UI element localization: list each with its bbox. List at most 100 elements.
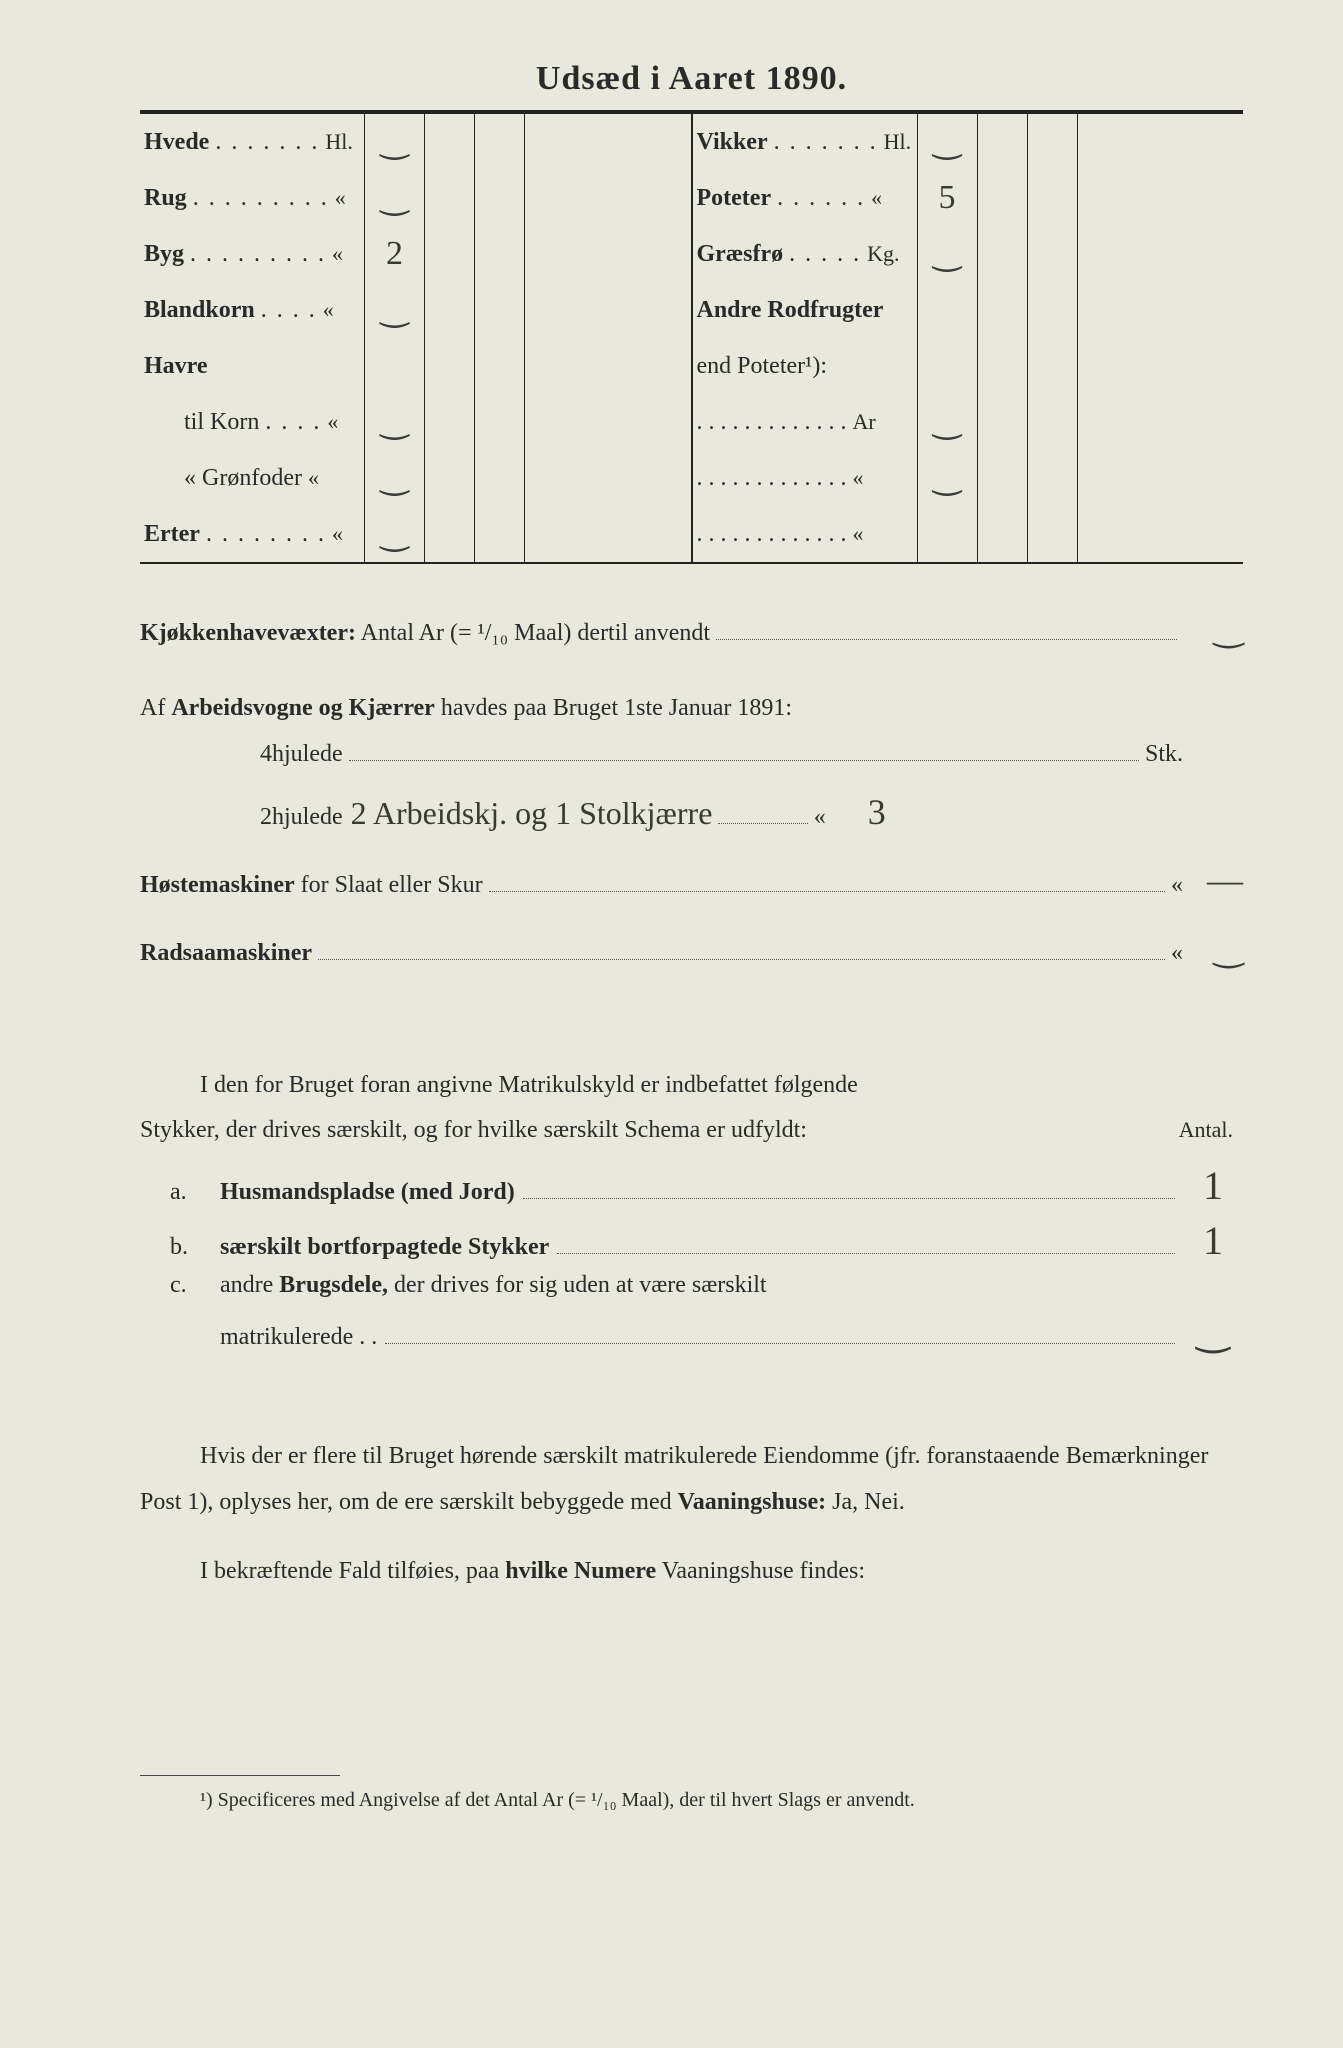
row2-handwritten: 2 Arbeidskj. og 1 Stolkjærre: [351, 783, 713, 844]
seed-cell: [977, 506, 1027, 562]
vaaning-p1: Hvis der er flere til Bruget hørende sær…: [140, 1434, 1243, 1525]
seed-cell: [917, 338, 977, 394]
wagons-section: Af Arbeidsvogne og Kjærrer havdes paa Br…: [140, 686, 1243, 982]
dotted-fill: [716, 638, 1177, 640]
seed-row-label: « Grønfoder «: [140, 465, 364, 492]
seed-cell: [424, 394, 474, 450]
seed-cell: [977, 394, 1027, 450]
seed-cell: [474, 170, 524, 226]
seed-cell: [1077, 282, 1127, 338]
seed-cell: [474, 450, 524, 506]
seed-cell: [424, 282, 474, 338]
vaaning-tail1: Ja, Nei.: [826, 1489, 905, 1515]
matrikul-item: b.særskilt bortforpagtede Stykker1: [140, 1217, 1243, 1264]
seed-cell: [1077, 226, 1127, 282]
seed-cell: [1027, 226, 1077, 282]
matrikul-item: a.Husmandspladse (med Jord)1: [140, 1162, 1243, 1209]
seed-cell: [977, 282, 1027, 338]
seed-cell: [1027, 338, 1077, 394]
seed-cell: 5: [917, 170, 977, 226]
vaaning-p2: I bekræftende Fald tilføies, paa hvilke …: [140, 1549, 1243, 1595]
seed-row: Vikker . . . . . . . Hl.‿: [693, 114, 1244, 170]
seed-row-label: Havre: [140, 353, 364, 380]
seed-cell: [364, 338, 424, 394]
dotted-fill: [489, 890, 1165, 892]
matrikul-item: c.andre Brugsdele, der drives for sig ud…: [140, 1272, 1243, 1299]
seed-cell: [1077, 394, 1127, 450]
radsaa-unit: «: [1171, 931, 1183, 977]
seed-row: . . . . . . . . . . . . . «‿: [693, 450, 1244, 506]
seed-cell: [524, 226, 574, 282]
seed-cell: [524, 338, 574, 394]
dotted-fill: [349, 759, 1139, 761]
seed-row: Rug . . . . . . . . . «‿: [140, 170, 691, 226]
seed-cell: [917, 506, 977, 562]
seed-cell: [977, 226, 1027, 282]
seed-cell: ‿: [917, 450, 977, 506]
seed-cell: ‿: [917, 394, 977, 450]
seed-cell: [1077, 170, 1127, 226]
row4-unit: Stk.: [1145, 732, 1183, 778]
row2-val: 3: [826, 778, 886, 846]
seed-cell: [424, 170, 474, 226]
seed-row: Erter . . . . . . . . «‿: [140, 506, 691, 562]
seed-cell: [524, 394, 574, 450]
seed-cell: [1027, 394, 1077, 450]
kitchen-garden-section: Kjøkkenhavevæxter: Antal Ar (= ¹/₁₀ Maal…: [140, 594, 1243, 662]
seed-cell: [474, 506, 524, 562]
seed-cell: 2: [364, 226, 424, 282]
seed-cell: [524, 450, 574, 506]
vaaning-p1-text: Hvis der er flere til Bruget hørende sær…: [140, 1443, 1208, 1515]
seed-cell: ‿: [364, 394, 424, 450]
seed-cell: [977, 170, 1027, 226]
page-title: Udsæd i Aaret 1890.: [140, 60, 1243, 98]
seed-cell: [524, 114, 574, 170]
seed-row-label: . . . . . . . . . . . . . «: [693, 465, 917, 492]
seed-cell: [524, 282, 574, 338]
vogner-prefix: Af: [140, 695, 171, 721]
seed-cell: [474, 114, 524, 170]
seed-cell: ‿: [364, 506, 424, 562]
row4-label: 4hjulede: [260, 732, 343, 778]
radsaa-val: ‿: [1183, 914, 1243, 982]
seed-cell: [474, 282, 524, 338]
seed-row-label: end Poteter¹):: [693, 353, 917, 380]
seed-cell: [524, 170, 574, 226]
seed-row: end Poteter¹):: [693, 338, 1244, 394]
seed-row: . . . . . . . . . . . . . Ar‿: [693, 394, 1244, 450]
hoste-val: —: [1183, 846, 1243, 914]
seed-cell: [424, 450, 474, 506]
antal-heading: Antal.: [1179, 1117, 1233, 1143]
seed-cell: ‿: [917, 114, 977, 170]
hoste-bold: Høstemaskiner: [140, 872, 295, 898]
footnote-rule: [140, 1775, 340, 1776]
seed-row-label: . . . . . . . . . . . . . «: [693, 521, 917, 548]
vaaning-bold2: hvilke Numere: [505, 1558, 656, 1584]
seed-row: Hvede . . . . . . . Hl.‿: [140, 114, 691, 170]
seed-table-left: Hvede . . . . . . . Hl.‿Rug . . . . . . …: [140, 114, 693, 562]
seed-row-label: Hvede . . . . . . . Hl.: [140, 129, 364, 156]
seed-row-label: . . . . . . . . . . . . . Ar: [693, 409, 917, 436]
vaaning-p2b: Vaaningshuse findes:: [656, 1558, 865, 1584]
seed-row-label: Poteter . . . . . . «: [693, 185, 917, 212]
seed-cell: [1027, 450, 1077, 506]
seed-cell: [424, 114, 474, 170]
document-page: Udsæd i Aaret 1890. Hvede . . . . . . . …: [0, 0, 1343, 2048]
seed-row-label: Rug . . . . . . . . . «: [140, 185, 364, 212]
seed-cell: ‿: [364, 114, 424, 170]
row2-unit: «: [814, 795, 826, 841]
seed-row: Havre: [140, 338, 691, 394]
hoste-rest: for Slaat eller Skur: [295, 872, 483, 898]
seed-row-label: Græsfrø . . . . . Kg.: [693, 241, 917, 268]
dotted-fill: [318, 958, 1165, 960]
seed-row: « Grønfoder «‿: [140, 450, 691, 506]
seed-cell: ‿: [364, 450, 424, 506]
seed-row: Poteter . . . . . . «5: [693, 170, 1244, 226]
seed-cell: [524, 506, 574, 562]
seed-row: Byg . . . . . . . . . «2: [140, 226, 691, 282]
seed-row: Blandkorn . . . . «‿: [140, 282, 691, 338]
matrikul-intro1: I den for Bruget foran angivne Matrikuls…: [140, 1063, 1243, 1109]
seed-row: Andre Rodfrugter: [693, 282, 1244, 338]
seed-cell: [977, 114, 1027, 170]
seed-cell: [424, 506, 474, 562]
